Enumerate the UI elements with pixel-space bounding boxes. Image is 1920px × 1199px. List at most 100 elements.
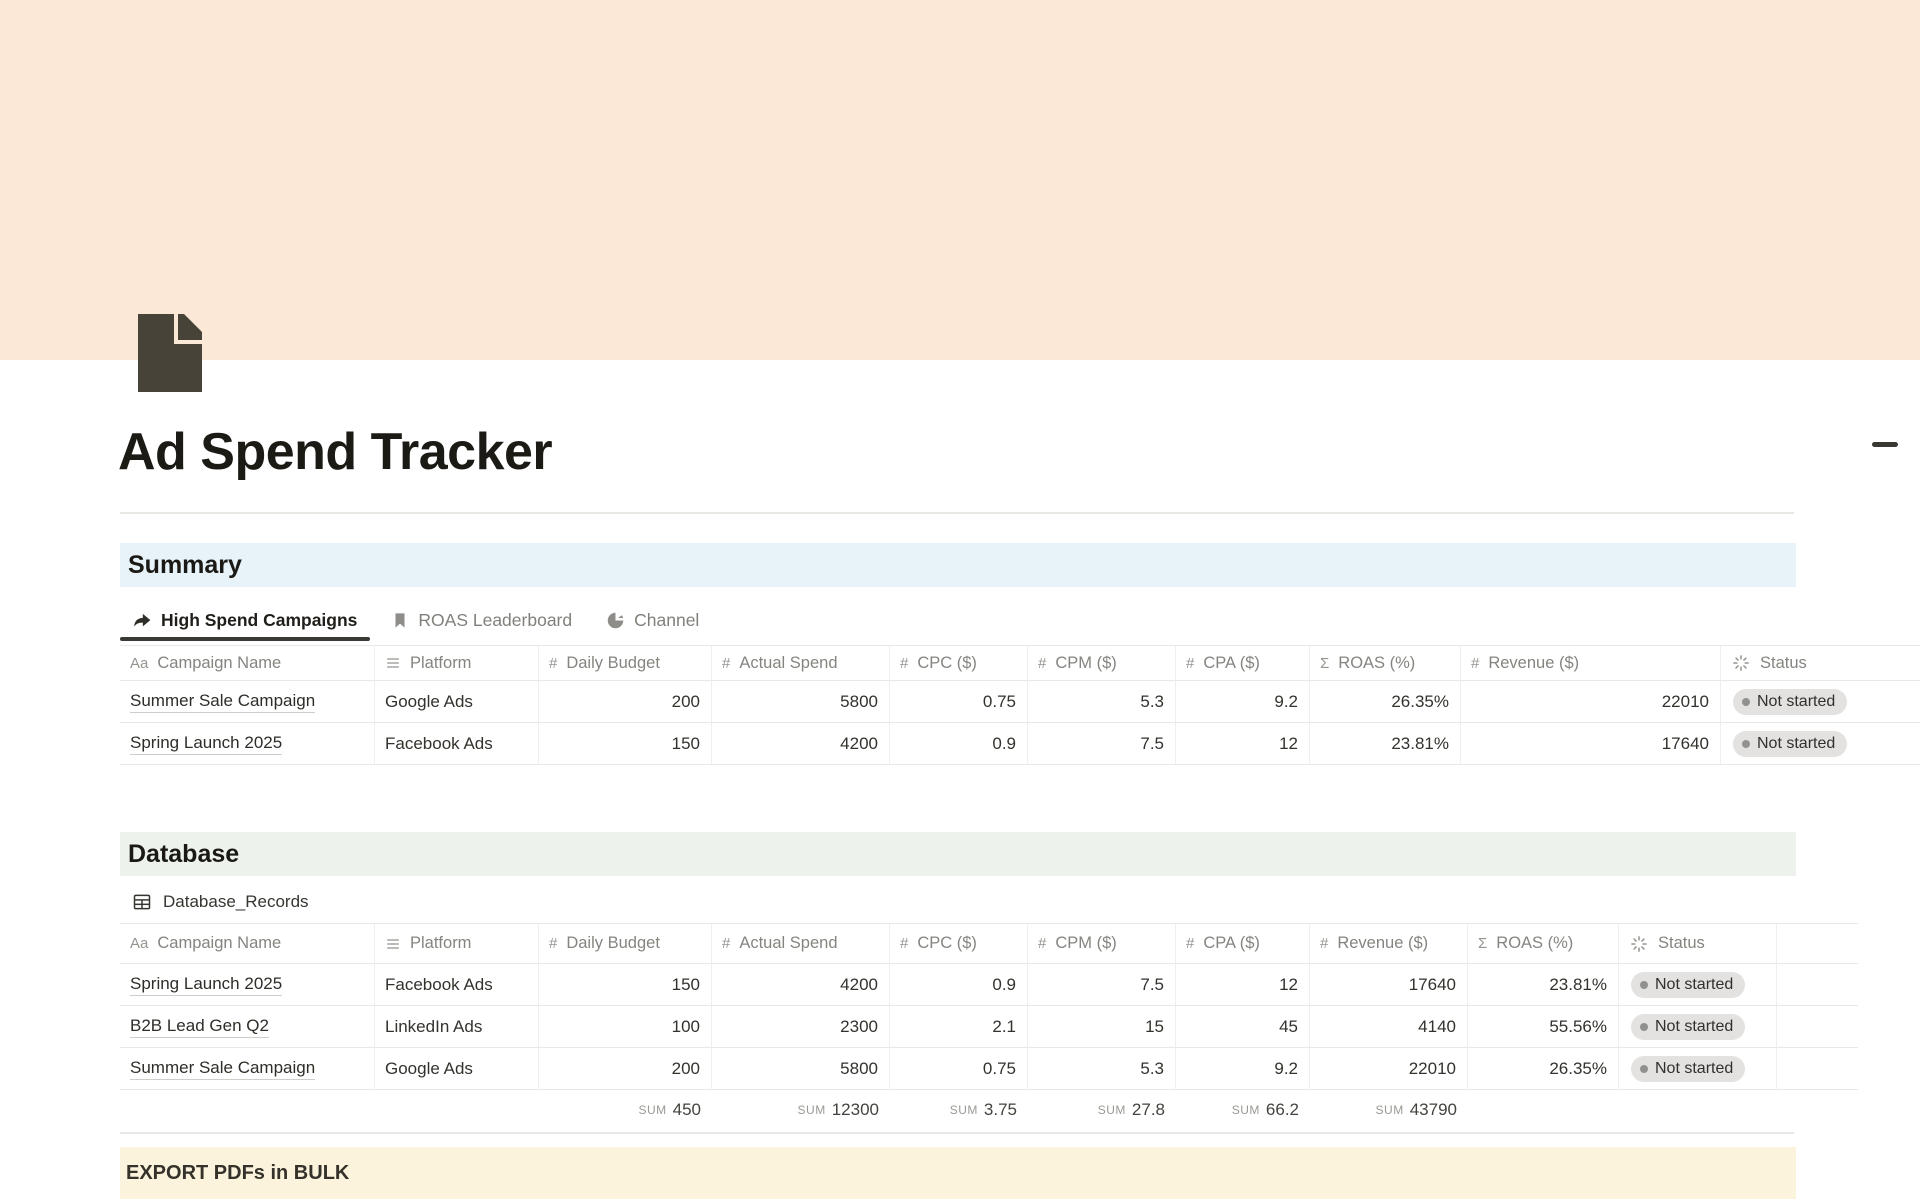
table-cell-platform[interactable]: Facebook Ads — [375, 964, 539, 1006]
table-cell-campaign[interactable]: Spring Launch 2025 — [120, 723, 375, 765]
number-icon: # — [1320, 935, 1329, 952]
table-cell-cpc[interactable]: 0.9 — [890, 723, 1028, 765]
column-label: Status — [1658, 934, 1705, 952]
table-cell-roas[interactable]: 23.81% — [1468, 964, 1619, 1006]
table-cell-cpc[interactable]: 0.75 — [890, 681, 1028, 723]
campaign-link[interactable]: B2B Lead Gen Q2 — [130, 1016, 269, 1038]
table-cell-daily-budget[interactable]: 150 — [539, 723, 712, 765]
table-cell-cpa[interactable]: 9.2 — [1176, 1048, 1310, 1090]
number-icon: # — [1038, 654, 1047, 672]
table-cell-status[interactable]: Not started — [1619, 964, 1777, 1006]
tab-roas-leaderboard[interactable]: ROAS Leaderboard — [391, 610, 572, 631]
table-cell-revenue[interactable]: 17640 — [1461, 723, 1721, 765]
column-header-campaign-name[interactable]: Aa Campaign Name — [120, 646, 375, 681]
table-cell-roas[interactable]: 23.81% — [1310, 723, 1461, 765]
status-badge[interactable]: Not started — [1733, 730, 1848, 757]
table-cell-revenue[interactable]: 22010 — [1310, 1048, 1468, 1090]
column-header-roas[interactable]: Σ ROAS (%) — [1310, 646, 1461, 681]
status-badge[interactable]: Not started — [1631, 971, 1746, 998]
sum-daily-budget[interactable]: SUM 450 — [539, 1089, 712, 1131]
table-cell-daily-budget[interactable]: 200 — [539, 1048, 712, 1090]
table-cell-cpa[interactable]: 12 — [1176, 723, 1310, 765]
column-header-platform[interactable]: Platform — [375, 646, 539, 681]
table-cell-revenue[interactable]: 22010 — [1461, 681, 1721, 723]
column-header-cpm[interactable]: # CPM ($) — [1028, 924, 1176, 964]
table-cell-roas[interactable]: 55.56% — [1468, 1006, 1619, 1048]
column-header-empty[interactable] — [1777, 924, 1858, 964]
table-cell-status[interactable]: Not started — [1721, 681, 1920, 723]
table-cell-campaign[interactable]: Summer Sale Campaign — [120, 1048, 375, 1090]
column-header-revenue[interactable]: # Revenue ($) — [1310, 924, 1468, 964]
status-badge[interactable]: Not started — [1631, 1013, 1746, 1040]
page-icon[interactable] — [138, 314, 202, 392]
table-cell-cpa[interactable]: 12 — [1176, 964, 1310, 1006]
sum-actual-spend[interactable]: SUM 12300 — [712, 1089, 890, 1131]
table-cell-actual-spend[interactable]: 4200 — [712, 964, 890, 1006]
sum-revenue[interactable]: SUM 43790 — [1310, 1089, 1468, 1131]
column-header-cpa[interactable]: # CPA ($) — [1176, 924, 1310, 964]
column-header-platform[interactable]: Platform — [375, 924, 539, 964]
table-cell-status[interactable]: Not started — [1721, 723, 1920, 765]
table-cell-empty[interactable] — [1777, 1048, 1858, 1090]
status-badge[interactable]: Not started — [1733, 688, 1848, 715]
campaign-link[interactable]: Summer Sale Campaign — [130, 691, 316, 713]
table-cell-daily-budget[interactable]: 100 — [539, 1006, 712, 1048]
table-cell-cpa[interactable]: 45 — [1176, 1006, 1310, 1048]
table-cell-cpm[interactable]: 5.3 — [1028, 681, 1176, 723]
table-cell-platform[interactable]: LinkedIn Ads — [375, 1006, 539, 1048]
column-label: Daily Budget — [566, 934, 660, 952]
table-cell-roas[interactable]: 26.35% — [1468, 1048, 1619, 1090]
collapse-button[interactable] — [1868, 436, 1902, 452]
table-cell-status[interactable]: Not started — [1619, 1006, 1777, 1048]
campaign-link[interactable]: Summer Sale Campaign — [130, 1058, 316, 1080]
column-header-roas[interactable]: Σ ROAS (%) — [1468, 924, 1619, 964]
column-header-status[interactable]: Status — [1721, 646, 1920, 681]
sum-cpa[interactable]: SUM 66.2 — [1176, 1089, 1310, 1131]
table-cell-revenue[interactable]: 17640 — [1310, 964, 1468, 1006]
sum-cpc[interactable]: SUM 3.75 — [890, 1089, 1028, 1131]
column-header-cpm[interactable]: # CPM ($) — [1028, 646, 1176, 681]
column-header-revenue[interactable]: # Revenue ($) — [1461, 646, 1721, 681]
table-cell-cpc[interactable]: 0.9 — [890, 964, 1028, 1006]
status-badge[interactable]: Not started — [1631, 1055, 1746, 1082]
table-cell-cpc[interactable]: 0.75 — [890, 1048, 1028, 1090]
table-cell-empty[interactable] — [1777, 1006, 1858, 1048]
table-cell-daily-budget[interactable]: 200 — [539, 681, 712, 723]
column-header-daily-budget[interactable]: # Daily Budget — [539, 646, 712, 681]
campaign-link[interactable]: Spring Launch 2025 — [130, 974, 283, 996]
table-cell-actual-spend[interactable]: 5800 — [712, 1048, 890, 1090]
table-cell-cpm[interactable]: 7.5 — [1028, 723, 1176, 765]
table-cell-campaign[interactable]: Spring Launch 2025 — [120, 964, 375, 1006]
table-cell-status[interactable]: Not started — [1619, 1048, 1777, 1090]
table-cell-campaign[interactable]: Summer Sale Campaign — [120, 681, 375, 723]
table-cell-cpa[interactable]: 9.2 — [1176, 681, 1310, 723]
column-header-campaign-name[interactable]: Aa Campaign Name — [120, 924, 375, 964]
table-cell-roas[interactable]: 26.35% — [1310, 681, 1461, 723]
tab-high-spend-campaigns[interactable]: High Spend Campaigns — [132, 610, 357, 631]
column-header-actual-spend[interactable]: # Actual Spend — [712, 924, 890, 964]
table-cell-platform[interactable]: Facebook Ads — [375, 723, 539, 765]
table-cell-actual-spend[interactable]: 5800 — [712, 681, 890, 723]
table-cell-empty[interactable] — [1777, 964, 1858, 1006]
table-cell-daily-budget[interactable]: 150 — [539, 964, 712, 1006]
table-cell-cpm[interactable]: 5.3 — [1028, 1048, 1176, 1090]
campaign-link[interactable]: Spring Launch 2025 — [130, 733, 283, 755]
tab-channel[interactable]: Channel — [606, 610, 699, 631]
table-cell-platform[interactable]: Google Ads — [375, 1048, 539, 1090]
column-header-cpc[interactable]: # CPC ($) — [890, 646, 1028, 681]
column-header-cpc[interactable]: # CPC ($) — [890, 924, 1028, 964]
table-cell-revenue[interactable]: 4140 — [1310, 1006, 1468, 1048]
column-header-status[interactable]: Status — [1619, 924, 1777, 964]
table-cell-campaign[interactable]: B2B Lead Gen Q2 — [120, 1006, 375, 1048]
table-cell-platform[interactable]: Google Ads — [375, 681, 539, 723]
table-cell-cpc[interactable]: 2.1 — [890, 1006, 1028, 1048]
table-cell-actual-spend[interactable]: 4200 — [712, 723, 890, 765]
column-header-cpa[interactable]: # CPA ($) — [1176, 646, 1310, 681]
table-cell-cpm[interactable]: 7.5 — [1028, 964, 1176, 1006]
database-view-title[interactable]: Database_Records — [132, 888, 309, 916]
table-cell-actual-spend[interactable]: 2300 — [712, 1006, 890, 1048]
sum-cpm[interactable]: SUM 27.8 — [1028, 1089, 1176, 1131]
column-header-daily-budget[interactable]: # Daily Budget — [539, 924, 712, 964]
table-cell-cpm[interactable]: 15 — [1028, 1006, 1176, 1048]
column-header-actual-spend[interactable]: # Actual Spend — [712, 646, 890, 681]
